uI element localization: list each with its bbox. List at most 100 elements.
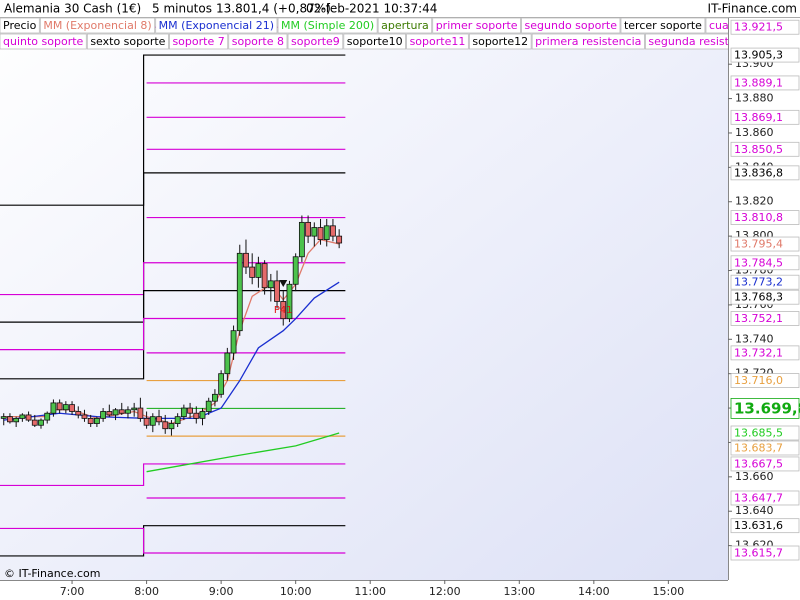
candle-body <box>131 407 138 411</box>
candle-body <box>19 414 26 419</box>
legend-item: segundo soporte <box>525 19 618 32</box>
value-label: 13.905,3 <box>734 49 783 62</box>
candle-body <box>75 411 82 416</box>
value-box <box>730 440 800 456</box>
legend-item-box <box>468 33 532 50</box>
candle-body <box>69 404 75 412</box>
legend-item-box <box>39 17 156 34</box>
footer: © IT-Finance.com <box>4 567 101 580</box>
candle-body <box>330 225 336 237</box>
value-box <box>730 255 800 271</box>
value-box <box>730 545 800 561</box>
candle-body <box>112 409 119 416</box>
candle-body <box>137 407 144 419</box>
legend-item-box <box>287 33 344 50</box>
value-label: 13.836,8 <box>734 166 783 179</box>
legend-item: cuarto soporte <box>709 19 790 32</box>
value-label: 13.685,5 <box>734 426 783 439</box>
value-box <box>730 490 800 506</box>
annotation-arrow <box>279 280 288 288</box>
x-tick-label: 11:00 <box>354 585 386 598</box>
value-box <box>730 345 800 361</box>
candle-body <box>56 402 63 411</box>
value-box <box>730 109 800 125</box>
legend-item: MM (Exponencial 8) <box>43 19 151 32</box>
candle-body <box>305 221 311 237</box>
legend-item: sexto soporte <box>90 35 165 48</box>
header-bar <box>0 0 800 17</box>
annotation: P41 <box>274 305 293 316</box>
candle-body <box>212 393 218 402</box>
moving-average <box>146 432 340 473</box>
value-label: 13.795,4 <box>734 238 783 251</box>
value-label: 13.699,8 <box>734 399 800 417</box>
x-tick-label: 8:00 <box>134 585 159 598</box>
candle-body <box>143 417 150 426</box>
level-line <box>0 463 346 487</box>
legend-item: primera resistencia <box>535 35 641 48</box>
candle-body <box>267 280 274 289</box>
candle-body <box>44 412 51 421</box>
value-box <box>730 236 800 252</box>
legend-item-box <box>620 17 706 34</box>
value-label: 13.773,2 <box>734 276 783 289</box>
x-tick-label: 12:00 <box>429 585 461 598</box>
legend-item-box <box>645 33 728 50</box>
legend-item: primer soporte <box>436 19 518 32</box>
candle-body <box>236 252 243 332</box>
candle-body <box>323 225 330 240</box>
legend-item: segunda resistencia <box>648 35 758 48</box>
candle-body <box>336 235 343 244</box>
legend-item-box <box>432 17 521 34</box>
legend-item-box <box>0 17 40 34</box>
candle-body <box>162 421 169 430</box>
value-box <box>730 373 800 388</box>
value-box <box>730 141 800 157</box>
candle-body <box>156 416 162 423</box>
legend-item-box <box>169 33 229 50</box>
value-label: 13.647,7 <box>734 491 783 504</box>
legend-item-box <box>86 33 169 50</box>
candle-body <box>199 411 206 419</box>
legend-item: soporte 7 <box>172 35 224 48</box>
value-box <box>730 274 800 290</box>
candle-body <box>187 407 193 414</box>
value-label: 13.683,7 <box>734 441 783 454</box>
level-line <box>0 290 346 323</box>
legend-item: Precio <box>3 19 37 32</box>
legend-item-box <box>521 17 621 34</box>
candle-body <box>292 256 299 285</box>
x-tick-label: 10:00 <box>280 585 312 598</box>
value-label: 13.869,1 <box>734 111 783 124</box>
value-label: 13.768,3 <box>734 291 783 304</box>
legend-item: quinto soporte <box>3 35 84 48</box>
candle-body <box>193 412 200 419</box>
legend-item-box <box>343 33 406 50</box>
candle-body <box>243 252 249 268</box>
y-tick-label: 13.860 <box>735 126 774 139</box>
plot-background <box>0 0 728 580</box>
level-line <box>0 527 346 554</box>
candle-body <box>205 400 212 412</box>
candle-body <box>87 417 94 424</box>
value-label: 13.631,6 <box>734 519 783 532</box>
candle-body <box>274 280 280 302</box>
legend-item: MM (Exponencial 21) <box>159 19 274 32</box>
candle-body <box>125 409 131 414</box>
legend-item-box <box>406 33 469 50</box>
candle-body <box>298 221 305 258</box>
value-label: 13.784,5 <box>734 256 783 269</box>
candle-body <box>31 419 38 426</box>
brand: IT-Finance.com <box>708 2 797 16</box>
legend-item: soporte10 <box>347 35 403 48</box>
value-box <box>730 165 800 181</box>
x-tick-label: 7:00 <box>60 585 85 598</box>
candle-body <box>255 263 262 278</box>
legend-item: soporte 8 <box>232 35 284 48</box>
y-tick-label: 13.660 <box>735 470 774 483</box>
instrument: Alemania 30 Cash (1€) <box>4 2 141 16</box>
x-tick-label: 13:00 <box>503 585 535 598</box>
candle-body <box>149 416 156 426</box>
candle-body <box>224 352 231 375</box>
candle-body <box>168 423 175 430</box>
